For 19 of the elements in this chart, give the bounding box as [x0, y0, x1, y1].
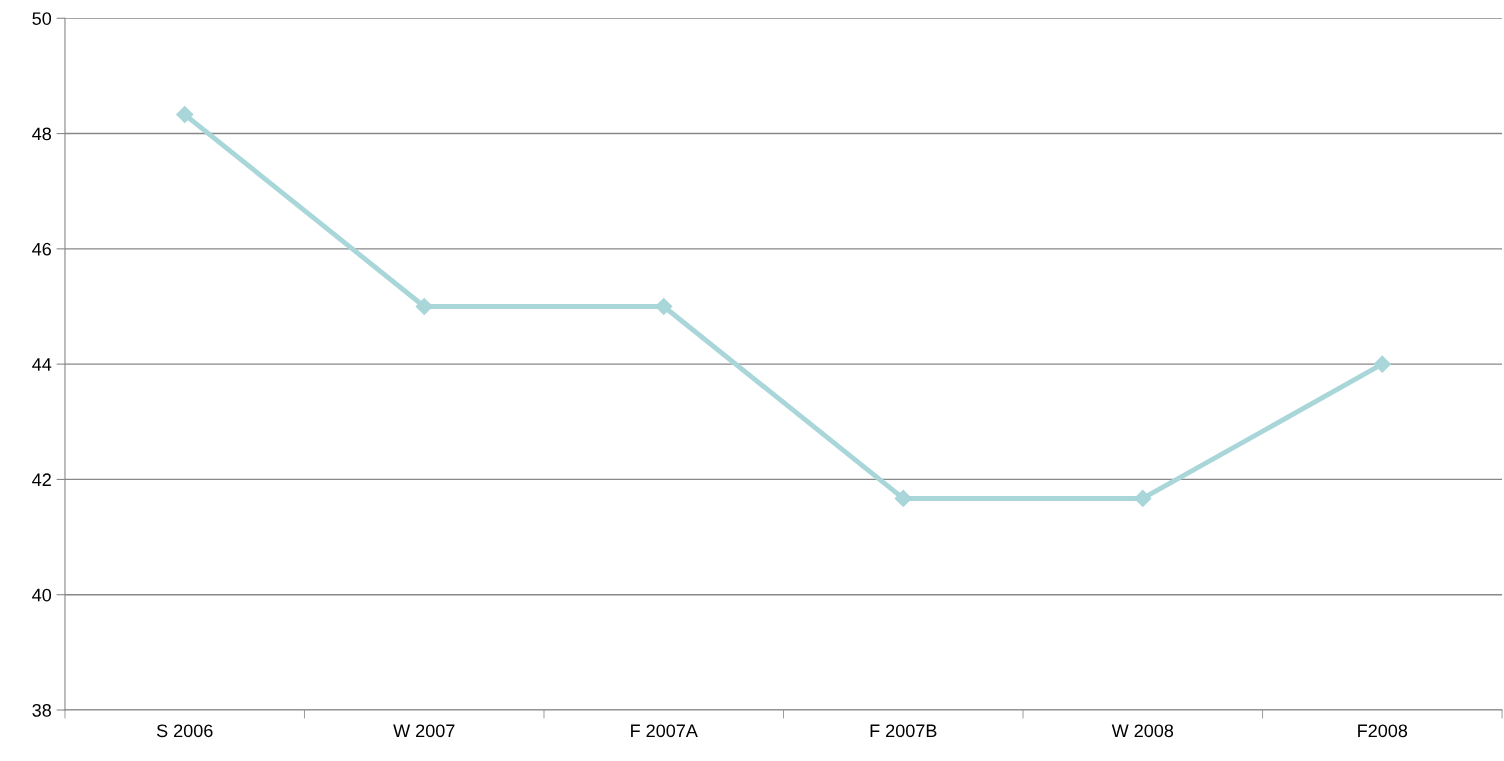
x-tick-label: W 2008	[1111, 724, 1174, 738]
point	[894, 489, 912, 508]
y-tick-label: 40	[32, 588, 52, 602]
x-tick-label: F2008	[1358, 724, 1408, 738]
y-tick-label: 50	[32, 12, 52, 25]
point	[1373, 355, 1391, 373]
y-tick-label: 48	[32, 127, 51, 141]
y-tick-label: 46	[32, 242, 51, 256]
y-tick-label: 38	[32, 703, 51, 717]
point	[415, 297, 433, 316]
x-tick-label: F 2007A	[631, 724, 698, 738]
point	[1134, 489, 1152, 508]
x-tick-label: F 2007B	[870, 724, 937, 738]
point	[176, 105, 194, 124]
x-tick-label: W 2007	[393, 724, 455, 738]
y-tick-label: 44	[32, 358, 52, 371]
point	[655, 297, 673, 316]
x-tick-label: S 2006	[156, 724, 213, 738]
y-tick-label: 42	[32, 473, 51, 486]
